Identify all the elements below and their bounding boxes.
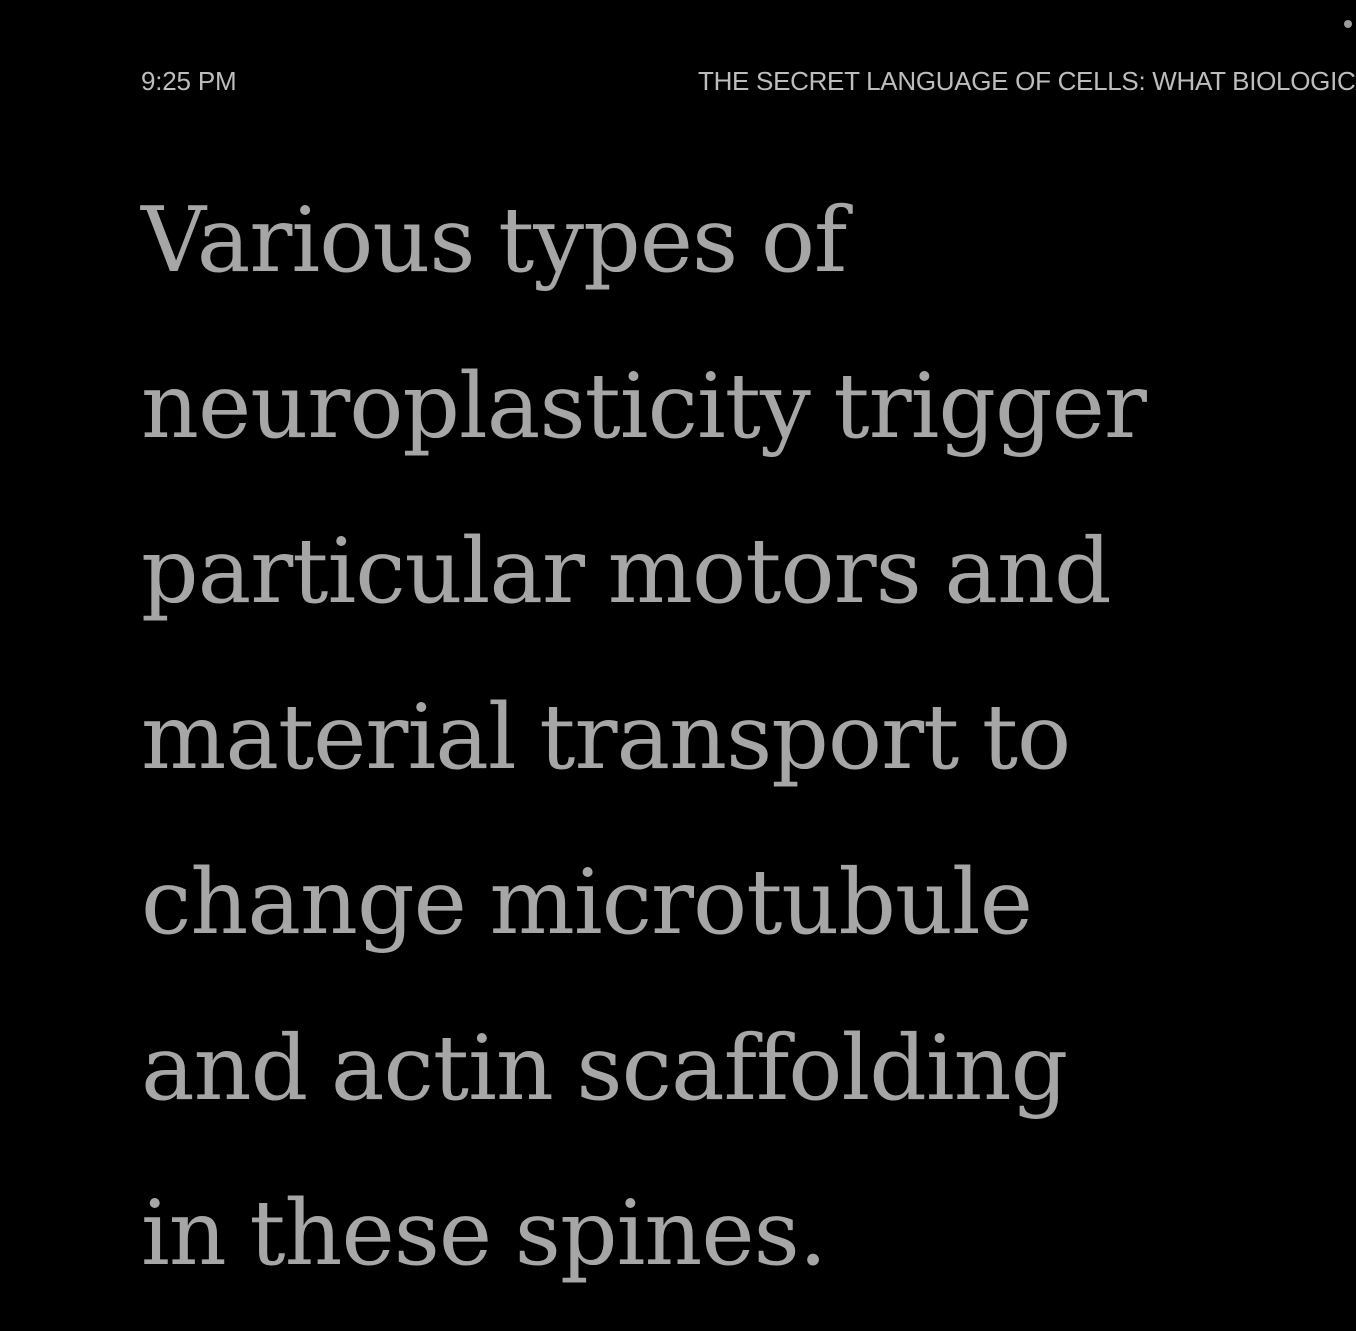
text-line: neuroplasticity trigger [141, 353, 1147, 459]
text-line: in these spines. [141, 1181, 827, 1286]
book-title: THE SECRET LANGUAGE OF CELLS: WHAT BIOLO… [698, 66, 1356, 96]
reading-passage[interactable]: Various types of neuroplasticity trigger… [141, 158, 1291, 1317]
indicator-dot [1344, 20, 1352, 28]
text-line: and actin scaffolding [141, 1015, 1068, 1121]
text-line: change microtubule [141, 850, 1033, 955]
text-line: Various types of [141, 188, 847, 293]
text-line: material transport to [141, 684, 1071, 790]
status-time: 9:25 PM [141, 66, 237, 96]
text-line: particular motors and [141, 519, 1112, 624]
